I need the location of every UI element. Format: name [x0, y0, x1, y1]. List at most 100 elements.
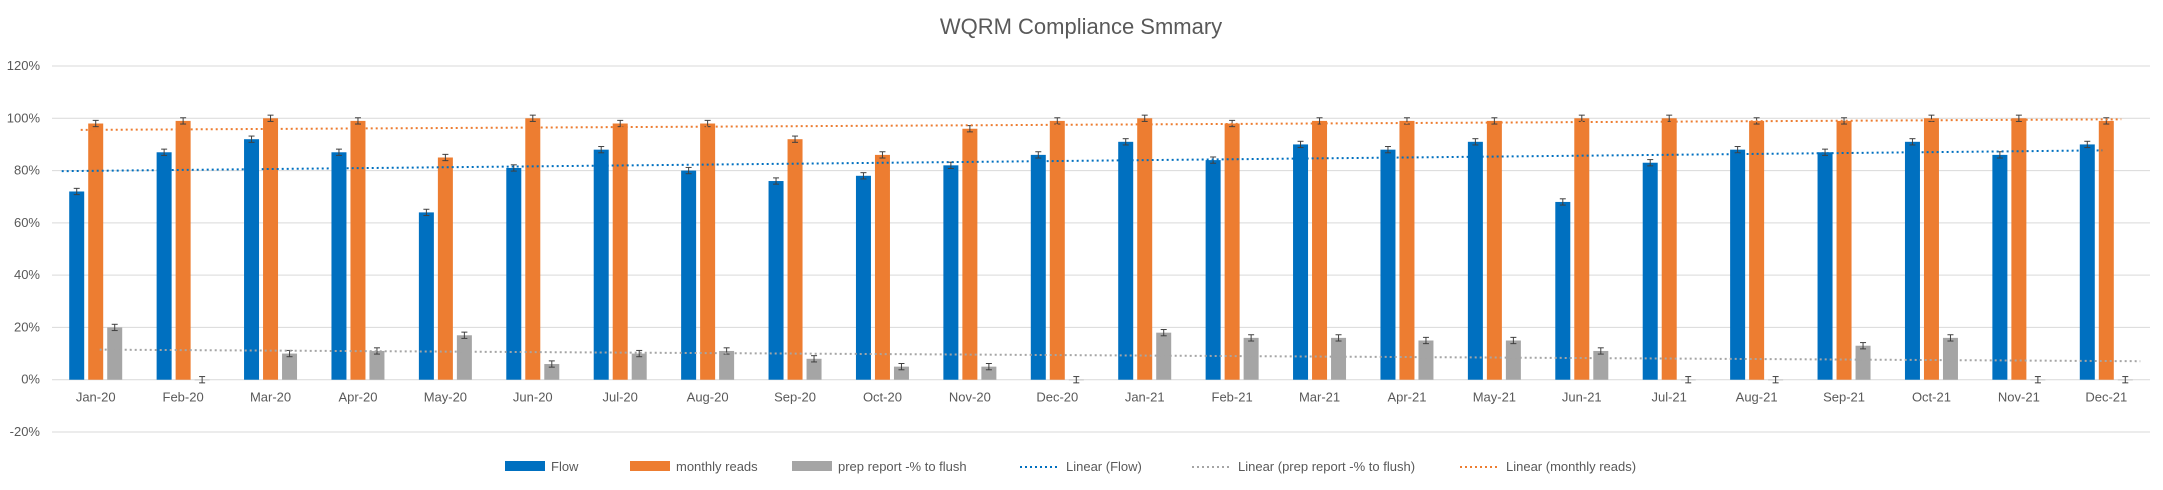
error-bar	[1841, 117, 1848, 125]
x-tick-label: Oct-20	[863, 390, 902, 405]
x-tick-label: Mar-21	[1299, 390, 1340, 405]
error-bar	[73, 187, 80, 196]
bar-flow	[1992, 154, 2008, 380]
bar-monthly-reads	[2098, 120, 2114, 380]
x-tick-label: Apr-21	[1387, 390, 1426, 405]
error-bar	[811, 355, 818, 363]
x-tick-label: Jul-20	[602, 390, 637, 405]
bar-monthly-reads	[1486, 120, 1502, 380]
bar-flow	[69, 191, 85, 380]
bar-prep-report-to-flush	[1156, 332, 1172, 380]
bar-flow	[1467, 141, 1483, 380]
bar-prep-report-to-flush	[456, 335, 472, 380]
bar-flow	[593, 149, 609, 380]
bar-prep-report-to-flush	[631, 353, 647, 380]
bar-monthly-reads	[1399, 120, 1415, 380]
bar-prep-report-to-flush	[806, 358, 822, 380]
bar-prep-report-to-flush	[1243, 337, 1259, 380]
bar-prep-report-to-flush	[282, 353, 298, 380]
x-tick-label: Feb-20	[163, 390, 204, 405]
legend-swatch	[792, 461, 832, 471]
error-bar	[248, 135, 255, 143]
bar-monthly-reads	[350, 120, 366, 380]
bar-monthly-reads	[175, 120, 191, 380]
error-bar	[898, 363, 905, 371]
legend-swatch	[505, 461, 545, 471]
bar-prep-report-to-flush	[544, 364, 560, 380]
bar-flow	[1030, 154, 1046, 380]
bar-monthly-reads	[962, 128, 978, 380]
error-bar	[1422, 336, 1429, 345]
error-bar	[792, 135, 799, 143]
bar-flow	[768, 181, 784, 380]
error-bar	[1472, 138, 1479, 146]
error-bar	[1772, 376, 1779, 384]
x-tick-label: Dec-21	[2085, 390, 2127, 405]
x-tick-label: Sep-21	[1823, 390, 1865, 405]
y-tick-label: 20%	[14, 319, 40, 334]
legend-label: prep report -% to flush	[838, 459, 967, 474]
chart-title: WQRM Compliance Smmary	[940, 14, 1222, 39]
y-tick-label: 80%	[14, 163, 40, 178]
legend-label: Linear (Flow)	[1066, 459, 1142, 474]
legend-label: Linear (prep report -% to flush)	[1238, 459, 1415, 474]
legend: Flow monthly reads prep report -% to flush…	[505, 459, 1636, 474]
bar-monthly-reads	[525, 118, 541, 380]
error-bar	[636, 349, 643, 358]
error-bar	[1297, 140, 1304, 149]
error-bar	[199, 376, 206, 384]
error-bar	[1122, 138, 1129, 146]
error-bar	[1734, 146, 1741, 154]
x-tick-label: May-20	[424, 390, 467, 405]
error-bar	[1909, 138, 1916, 146]
error-bar	[510, 164, 517, 172]
trendline-linear-prep-report-to-flush-	[99, 348, 2141, 363]
bar-flow	[244, 139, 260, 380]
bar-monthly-reads	[874, 154, 890, 380]
bar-monthly-reads	[1923, 118, 1939, 380]
bar-flow	[681, 170, 697, 380]
legend-label: monthly reads	[676, 459, 758, 474]
bar-flow	[156, 152, 172, 380]
error-bar	[2015, 114, 2022, 122]
x-tick-label: Oct-21	[1912, 390, 1951, 405]
error-bar	[335, 148, 342, 156]
error-bar	[461, 331, 468, 339]
bar-prep-report-to-flush	[107, 327, 123, 380]
error-bar	[598, 146, 605, 154]
bar-prep-report-to-flush	[1855, 345, 1871, 380]
error-bar	[879, 151, 886, 159]
error-bar	[773, 177, 780, 185]
bar-monthly-reads	[1749, 120, 1765, 380]
y-tick-label: 0%	[21, 372, 40, 387]
error-bar	[1647, 159, 1654, 167]
error-bar	[985, 363, 992, 371]
error-bar	[1384, 146, 1391, 154]
x-tick-label: Aug-21	[1736, 390, 1778, 405]
x-tick-label: Sep-20	[774, 390, 816, 405]
x-tick-label: Nov-21	[1998, 390, 2040, 405]
bar-monthly-reads	[787, 139, 803, 380]
error-bar	[111, 323, 118, 332]
error-bar	[1822, 148, 1829, 156]
bar-flow	[331, 152, 347, 380]
error-bar	[354, 117, 361, 125]
error-bar	[161, 148, 168, 156]
error-bar	[529, 114, 536, 122]
y-tick-label: -20%	[10, 424, 41, 439]
legend-swatch	[630, 461, 670, 471]
error-bar	[1491, 117, 1498, 125]
x-tick-label: Jun-21	[1562, 390, 1602, 405]
error-bar	[1248, 334, 1255, 342]
error-bar	[1947, 334, 1954, 342]
y-tick-label: 100%	[7, 110, 41, 125]
x-tick-label: Jul-21	[1651, 390, 1686, 405]
error-bar	[1035, 151, 1042, 159]
error-bar	[1685, 376, 1692, 384]
bar-prep-report-to-flush	[1942, 337, 1958, 380]
bar-monthly-reads	[88, 123, 104, 380]
bar-flow	[1555, 201, 1571, 380]
bar-prep-report-to-flush	[369, 350, 385, 380]
bar-monthly-reads	[437, 157, 453, 380]
bar-prep-report-to-flush	[1505, 340, 1521, 380]
